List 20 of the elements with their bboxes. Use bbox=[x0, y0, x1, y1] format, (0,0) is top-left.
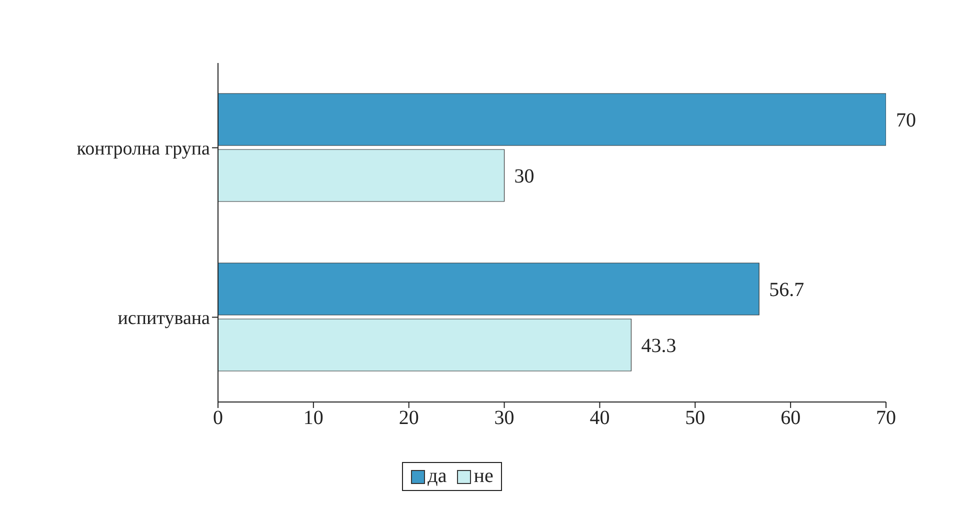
x-tick-label: 0 bbox=[213, 407, 223, 430]
bar bbox=[218, 262, 760, 316]
data-label: 56.7 bbox=[769, 279, 804, 302]
x-tick-label: 50 bbox=[685, 407, 706, 430]
data-label: 30 bbox=[514, 166, 534, 188]
bar bbox=[218, 149, 505, 202]
x-tick-label: 20 bbox=[398, 407, 419, 430]
x-tick-label: 70 bbox=[876, 407, 896, 430]
x-tick-label: 10 bbox=[303, 407, 324, 430]
data-label: 70 bbox=[896, 110, 916, 132]
x-tick-label: 40 bbox=[590, 407, 610, 430]
x-tick-label: 30 bbox=[494, 407, 514, 430]
legend-label: да bbox=[428, 465, 447, 488]
y-tick-label: испитувана bbox=[118, 308, 211, 329]
legend-label: не bbox=[474, 465, 494, 488]
bar bbox=[218, 93, 886, 146]
bar bbox=[218, 318, 632, 372]
data-label: 43.3 bbox=[641, 335, 676, 358]
y-tick-label: контролна група bbox=[76, 138, 211, 160]
x-tick-label: 60 bbox=[780, 407, 801, 430]
